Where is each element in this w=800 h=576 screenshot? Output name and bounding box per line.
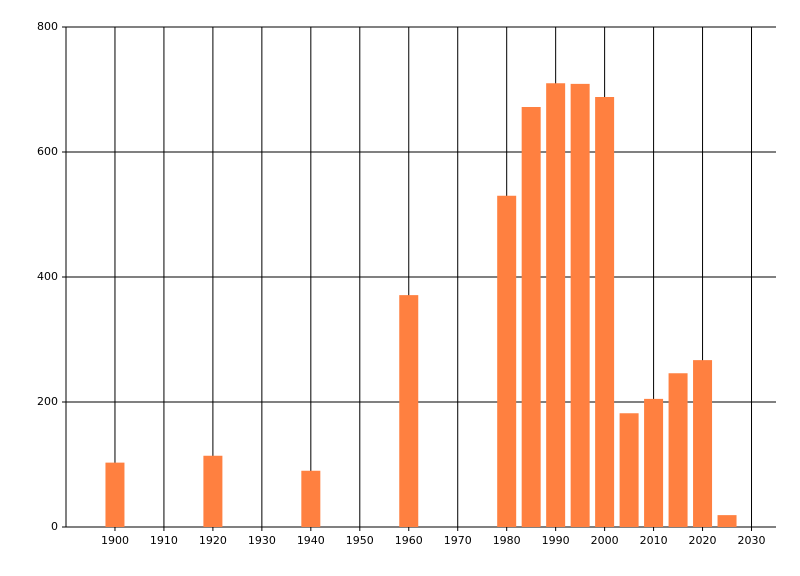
y-tick-label: 200 <box>37 395 58 408</box>
x-tick-label: 2000 <box>591 534 619 547</box>
bar <box>570 83 590 527</box>
x-tick-label: 2020 <box>689 534 717 547</box>
x-tick-label: 1980 <box>493 534 521 547</box>
x-tick-label: 1930 <box>248 534 276 547</box>
y-tick-label: 400 <box>37 270 58 283</box>
x-tick-label: 1920 <box>199 534 227 547</box>
x-tick-label: 1990 <box>542 534 570 547</box>
bar <box>644 398 664 527</box>
bar <box>668 373 688 527</box>
bar <box>693 360 713 527</box>
x-tick-label: 1970 <box>444 534 472 547</box>
y-tick-label: 600 <box>37 145 58 158</box>
bar <box>546 83 566 527</box>
y-tick-label: 0 <box>51 520 58 533</box>
bar <box>619 413 639 527</box>
x-tick-label: 1910 <box>150 534 178 547</box>
bar <box>105 462 125 527</box>
bar <box>595 97 615 527</box>
bar <box>203 455 223 527</box>
x-tick-label: 1960 <box>395 534 423 547</box>
x-tick-label: 1900 <box>101 534 129 547</box>
x-tick-label: 1950 <box>346 534 374 547</box>
x-tick-label: 1940 <box>297 534 325 547</box>
bar <box>399 295 419 527</box>
bar <box>521 107 541 527</box>
bar <box>301 470 321 527</box>
y-tick-label: 800 <box>37 20 58 33</box>
bar <box>717 515 737 527</box>
x-tick-label: 2010 <box>640 534 668 547</box>
bar <box>497 195 517 527</box>
x-tick-label: 2030 <box>738 534 766 547</box>
